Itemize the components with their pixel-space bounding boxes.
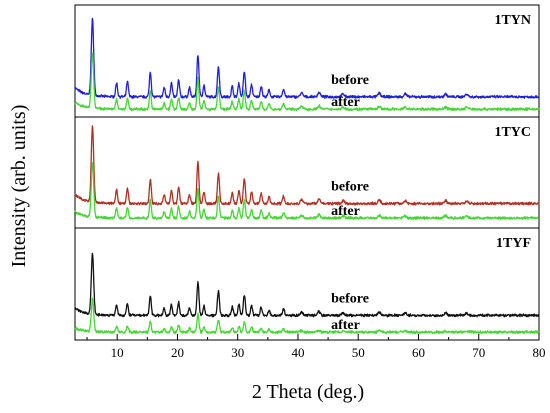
panel-label: 1TYC — [494, 125, 531, 140]
x-axis: 10 20 30 40 50 60 70 80 — [86, 334, 546, 360]
series-line-before — [74, 17, 540, 99]
series-label-before: before — [331, 180, 369, 195]
series-line-after — [74, 297, 540, 335]
x-tick-label: 60 — [412, 345, 425, 360]
x-axis-title: 2 Theta (deg.) — [252, 381, 364, 403]
series-label-before: before — [331, 73, 369, 88]
panel-frame — [74, 116, 540, 229]
panel-frame — [74, 227, 540, 341]
x-tick-label: 50 — [352, 345, 365, 360]
panel-1tyc: 1TYC before after — [74, 116, 540, 229]
x-tick-label: 80 — [533, 345, 546, 360]
panel-label: 1TYN — [494, 13, 531, 28]
series-line-before — [74, 125, 540, 206]
series-label-before: before — [331, 291, 369, 306]
series-label-after: after — [331, 204, 360, 219]
panel-1tyn: 1TYN before after — [74, 4, 540, 118]
x-tick-label: 30 — [231, 345, 244, 360]
x-tick-label: 40 — [291, 345, 304, 360]
x-tick-label: 20 — [171, 345, 184, 360]
series-label-after: after — [331, 318, 360, 333]
y-axis-title: Intensity (arb. units) — [8, 105, 30, 268]
x-tick-label: 10 — [111, 345, 124, 360]
series-line-before — [74, 252, 540, 318]
series-line-after — [74, 52, 540, 112]
series-line-after — [74, 161, 540, 221]
panels: 1TYN before after 1TYC before after 1TYF before… — [74, 4, 540, 341]
panel-1tyf: 1TYF before after — [74, 227, 540, 341]
x-tick-label: 70 — [472, 345, 485, 360]
panel-frame — [74, 4, 540, 118]
panel-label: 1TYF — [496, 236, 531, 251]
series-label-after: after — [331, 95, 360, 110]
